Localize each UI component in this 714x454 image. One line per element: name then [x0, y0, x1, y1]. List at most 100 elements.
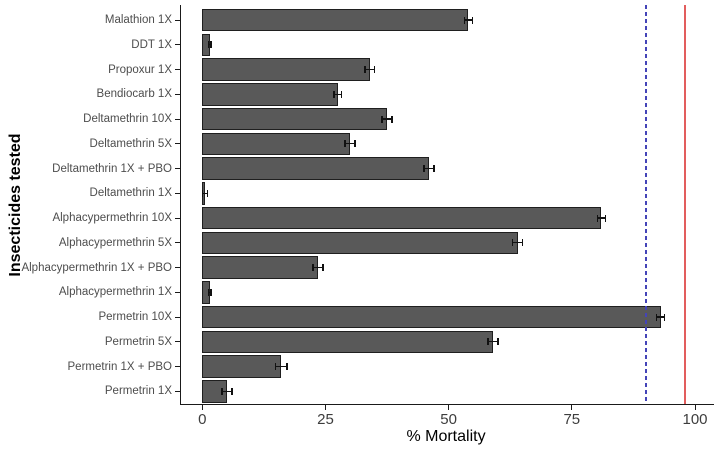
- y-tick: [175, 93, 180, 95]
- category-label-alphacypermethrin-1x-pbo: Alphacypermethrin 1X + PBO: [21, 261, 172, 274]
- bar-permetrin-1x-pbo: [202, 355, 282, 378]
- y-tick: [175, 242, 180, 244]
- error-bar-cap: [221, 387, 223, 395]
- error-bar-cap: [391, 115, 393, 123]
- error-bar-deltamethrin-10x: [382, 118, 392, 120]
- bar-deltamethrin-5x: [202, 132, 351, 155]
- bar-alphacypermethrin-1x-pbo: [202, 256, 319, 279]
- bar-malathion-1x: [202, 8, 469, 32]
- y-tick: [175, 217, 180, 219]
- susceptibility-threshold-90-line: [644, 5, 647, 404]
- error-bar-permetrin-10x: [656, 316, 665, 318]
- error-bar-alphacypermethrin-10x: [597, 217, 606, 219]
- y-tick: [175, 291, 180, 293]
- x-tick: [571, 405, 573, 410]
- category-label-bendiocarb-1x: Bendiocarb 1X: [96, 88, 172, 101]
- error-bar-cap: [231, 387, 233, 395]
- error-bar-cap: [497, 338, 499, 346]
- error-bar-deltamethrin-1x: [202, 192, 208, 194]
- category-label-deltamethrin-1x-pbo: Deltamethrin 1X + PBO: [52, 162, 172, 175]
- error-bar-cap: [354, 140, 356, 148]
- error-bar-cap: [521, 239, 524, 247]
- error-bar-cap: [596, 214, 599, 222]
- error-bar-cap: [374, 66, 376, 73]
- error-bar-permetrin-1x: [222, 390, 232, 392]
- error-bar-cap: [312, 264, 314, 271]
- error-bar-deltamethrin-5x: [345, 143, 356, 145]
- error-bar-cap: [364, 66, 366, 73]
- x-tick-label-25: 25: [317, 411, 334, 428]
- bar-alphacypermethrin-5x: [202, 231, 518, 254]
- error-bar-cap: [206, 189, 208, 197]
- category-label-permetrin-1x: Permetrin 1X: [104, 385, 172, 398]
- error-bar-cap: [322, 264, 324, 271]
- y-tick: [175, 192, 180, 194]
- bar-deltamethrin-1x-pbo: [202, 157, 429, 180]
- error-bar-cap: [423, 165, 425, 172]
- category-label-deltamethrin-5x: Deltamethrin 5X: [89, 137, 172, 150]
- category-label-permetrin-10x: Permetrin 10X: [98, 311, 172, 323]
- error-bar-cap: [210, 288, 212, 296]
- category-label-permetrin-5x: Permetrin 5X: [104, 335, 172, 348]
- error-bar-permetrin-1x-pbo: [275, 365, 288, 368]
- error-bar-cap: [463, 16, 466, 24]
- x-tick: [448, 405, 450, 410]
- x-tick-label-75: 75: [563, 411, 581, 428]
- error-bar-cap: [487, 338, 489, 346]
- error-bar-cap: [286, 363, 288, 370]
- y-tick: [175, 316, 180, 318]
- y-tick: [175, 118, 180, 120]
- y-tick: [175, 267, 180, 268]
- error-bar-permetrin-5x: [488, 341, 498, 343]
- category-label-deltamethrin-1x: Deltamethrin 1X: [89, 187, 172, 200]
- x-tick-label-50: 50: [440, 411, 457, 428]
- y-tick: [175, 19, 180, 21]
- error-bar-propoxur-1x: [364, 68, 375, 71]
- error-bar-cap: [344, 140, 346, 148]
- x-tick-label-100: 100: [682, 411, 708, 428]
- error-bar-cap: [333, 90, 335, 98]
- error-bar-cap: [207, 41, 209, 49]
- error-bar-alphacypermethrin-1x-pbo: [313, 266, 323, 269]
- bar-propoxur-1x: [202, 58, 370, 81]
- y-tick: [175, 143, 180, 145]
- y-tick: [175, 390, 180, 392]
- bar-alphacypermethrin-10x: [202, 206, 602, 230]
- error-bar-cap: [471, 16, 473, 24]
- error-bar-cap: [210, 41, 212, 49]
- y-tick: [175, 341, 180, 343]
- error-bar-ddt-1x: [208, 44, 212, 46]
- error-bar-bendiocarb-1x: [333, 93, 342, 95]
- y-tick: [175, 168, 180, 169]
- error-bar-alphacypermethrin-5x: [512, 242, 523, 244]
- bar-permetrin-5x: [202, 330, 493, 353]
- y-tick: [175, 44, 180, 46]
- category-label-permetrin-1x-pbo: Permetrin 1X + PBO: [67, 360, 173, 373]
- category-label-ddt-1x: DDT 1X: [131, 38, 172, 51]
- category-label-alphacypermethrin-1x: Alphacypermethrin 1X: [58, 286, 172, 299]
- susceptibility-threshold-98-line: [684, 5, 687, 404]
- error-bar-cap: [512, 239, 514, 247]
- error-bar-malathion-1x: [464, 19, 473, 21]
- error-bar-cap: [655, 313, 658, 321]
- error-bar-cap: [433, 165, 435, 172]
- category-label-malathion-1x: Malathion 1X: [104, 14, 172, 26]
- category-label-alphacypermethrin-10x: Alphacypermethrin 10X: [52, 212, 172, 224]
- error-bar-cap: [604, 214, 607, 222]
- error-bar-cap: [663, 313, 666, 321]
- error-bar-cap: [381, 115, 383, 123]
- x-tick: [201, 405, 203, 410]
- error-bar-cap: [201, 189, 203, 197]
- y-tick: [175, 366, 180, 367]
- x-tick: [694, 405, 696, 410]
- bar-bendiocarb-1x: [202, 83, 338, 106]
- bar-deltamethrin-10x: [202, 107, 388, 131]
- plot-panel: [180, 5, 714, 405]
- error-bar-cap: [341, 90, 343, 98]
- error-bar-cap: [207, 288, 209, 296]
- category-label-deltamethrin-10x: Deltamethrin 10X: [83, 113, 172, 125]
- x-tick: [324, 405, 326, 410]
- bar-permetrin-10x: [202, 305, 661, 329]
